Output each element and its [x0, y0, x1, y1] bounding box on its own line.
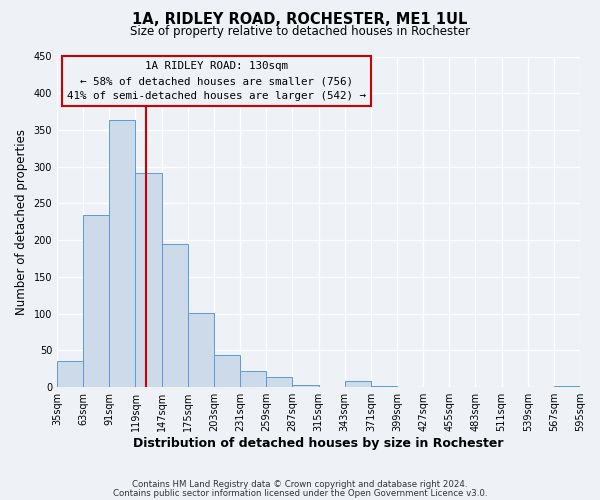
Bar: [344, 380, 371, 387]
Bar: [188, 313, 214, 387]
Text: 1A RIDLEY ROAD: 130sqm
← 58% of detached houses are smaller (756)
41% of semi-de: 1A RIDLEY ROAD: 130sqm ← 58% of detached…: [67, 62, 366, 101]
Bar: [161, 244, 188, 387]
Text: Contains HM Land Registry data © Crown copyright and database right 2024.: Contains HM Land Registry data © Crown c…: [132, 480, 468, 489]
X-axis label: Distribution of detached houses by size in Rochester: Distribution of detached houses by size …: [133, 437, 504, 450]
Bar: [83, 215, 109, 387]
Bar: [554, 386, 580, 387]
Bar: [292, 385, 319, 387]
Bar: [240, 371, 266, 387]
Bar: [371, 386, 397, 387]
Y-axis label: Number of detached properties: Number of detached properties: [15, 129, 28, 315]
Text: Size of property relative to detached houses in Rochester: Size of property relative to detached ho…: [130, 25, 470, 38]
Bar: [136, 172, 161, 387]
Text: 1A, RIDLEY ROAD, ROCHESTER, ME1 1UL: 1A, RIDLEY ROAD, ROCHESTER, ME1 1UL: [133, 12, 467, 28]
Bar: [214, 355, 240, 387]
Bar: [266, 377, 292, 387]
Text: Contains public sector information licensed under the Open Government Licence v3: Contains public sector information licen…: [113, 488, 487, 498]
Bar: [57, 362, 83, 387]
Bar: [109, 120, 136, 387]
